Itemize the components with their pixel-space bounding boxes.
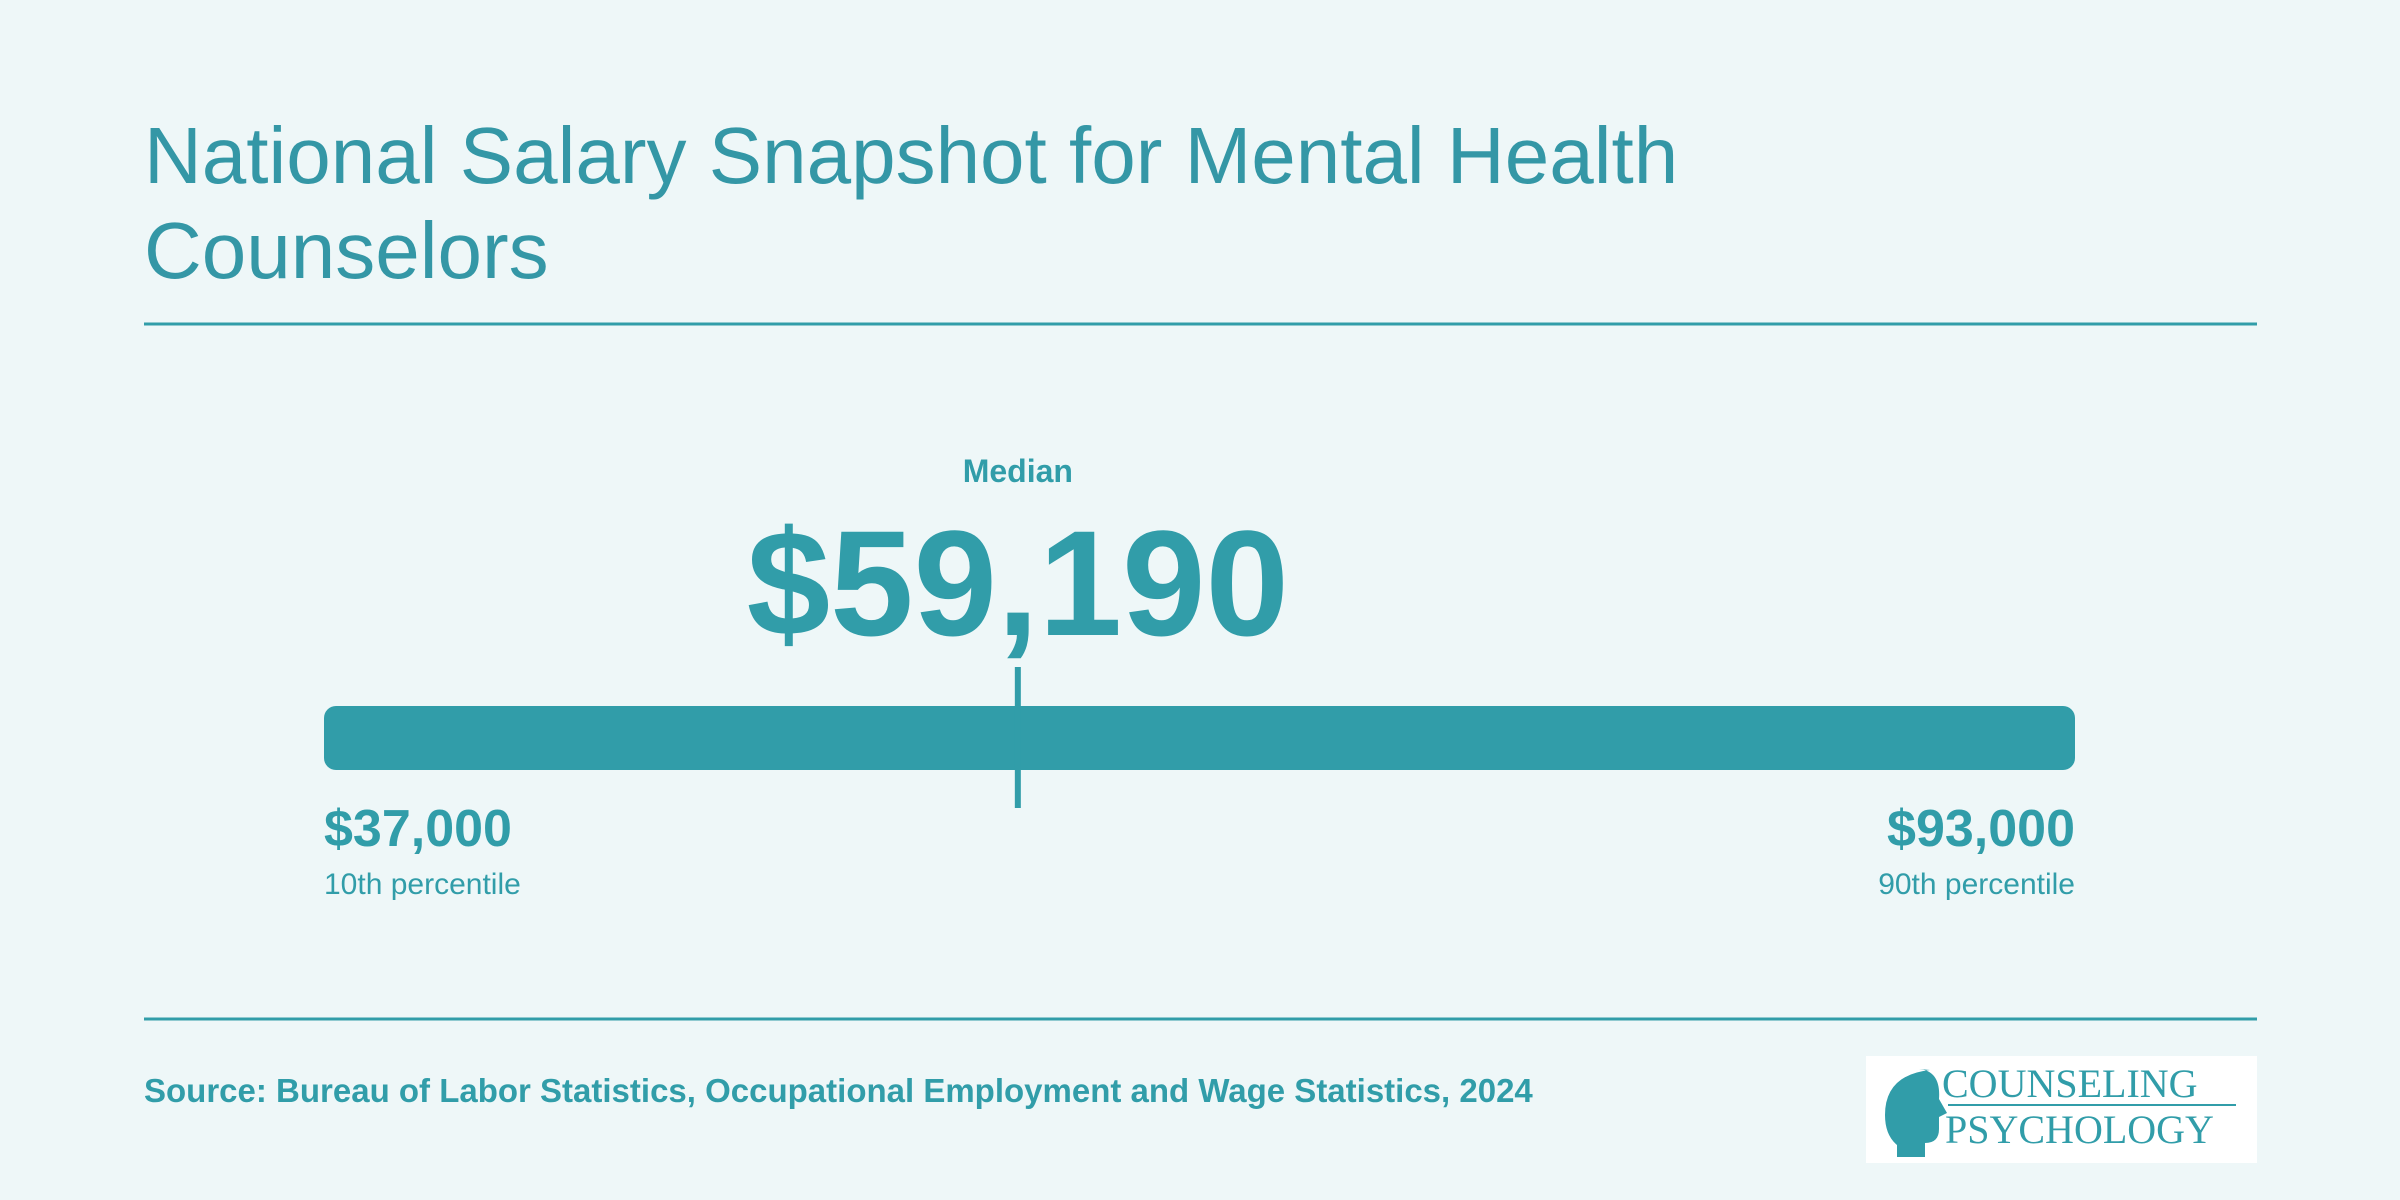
max-label: 90th percentile	[1878, 868, 2075, 901]
logo-text: PSYCHOLOGY	[1945, 1107, 2214, 1152]
median-label: Median	[963, 453, 1073, 489]
logo-text: COUNSELING	[1942, 1061, 2198, 1106]
logo: COUNSELING PSYCHOLOGY	[1866, 1056, 2257, 1163]
range-bar	[324, 706, 2075, 770]
min-value: $37,000	[324, 800, 512, 858]
logo-icon	[1885, 1069, 1947, 1157]
min-label: 10th percentile	[324, 868, 521, 901]
source: Source: Bureau of Labor Statistics, Occu…	[144, 1072, 1533, 1109]
median-value: $59,190	[747, 499, 1289, 667]
chart-title: National Salary Snapshot for Mental Heal…	[144, 111, 1679, 295]
max-value: $93,000	[1887, 800, 2075, 858]
